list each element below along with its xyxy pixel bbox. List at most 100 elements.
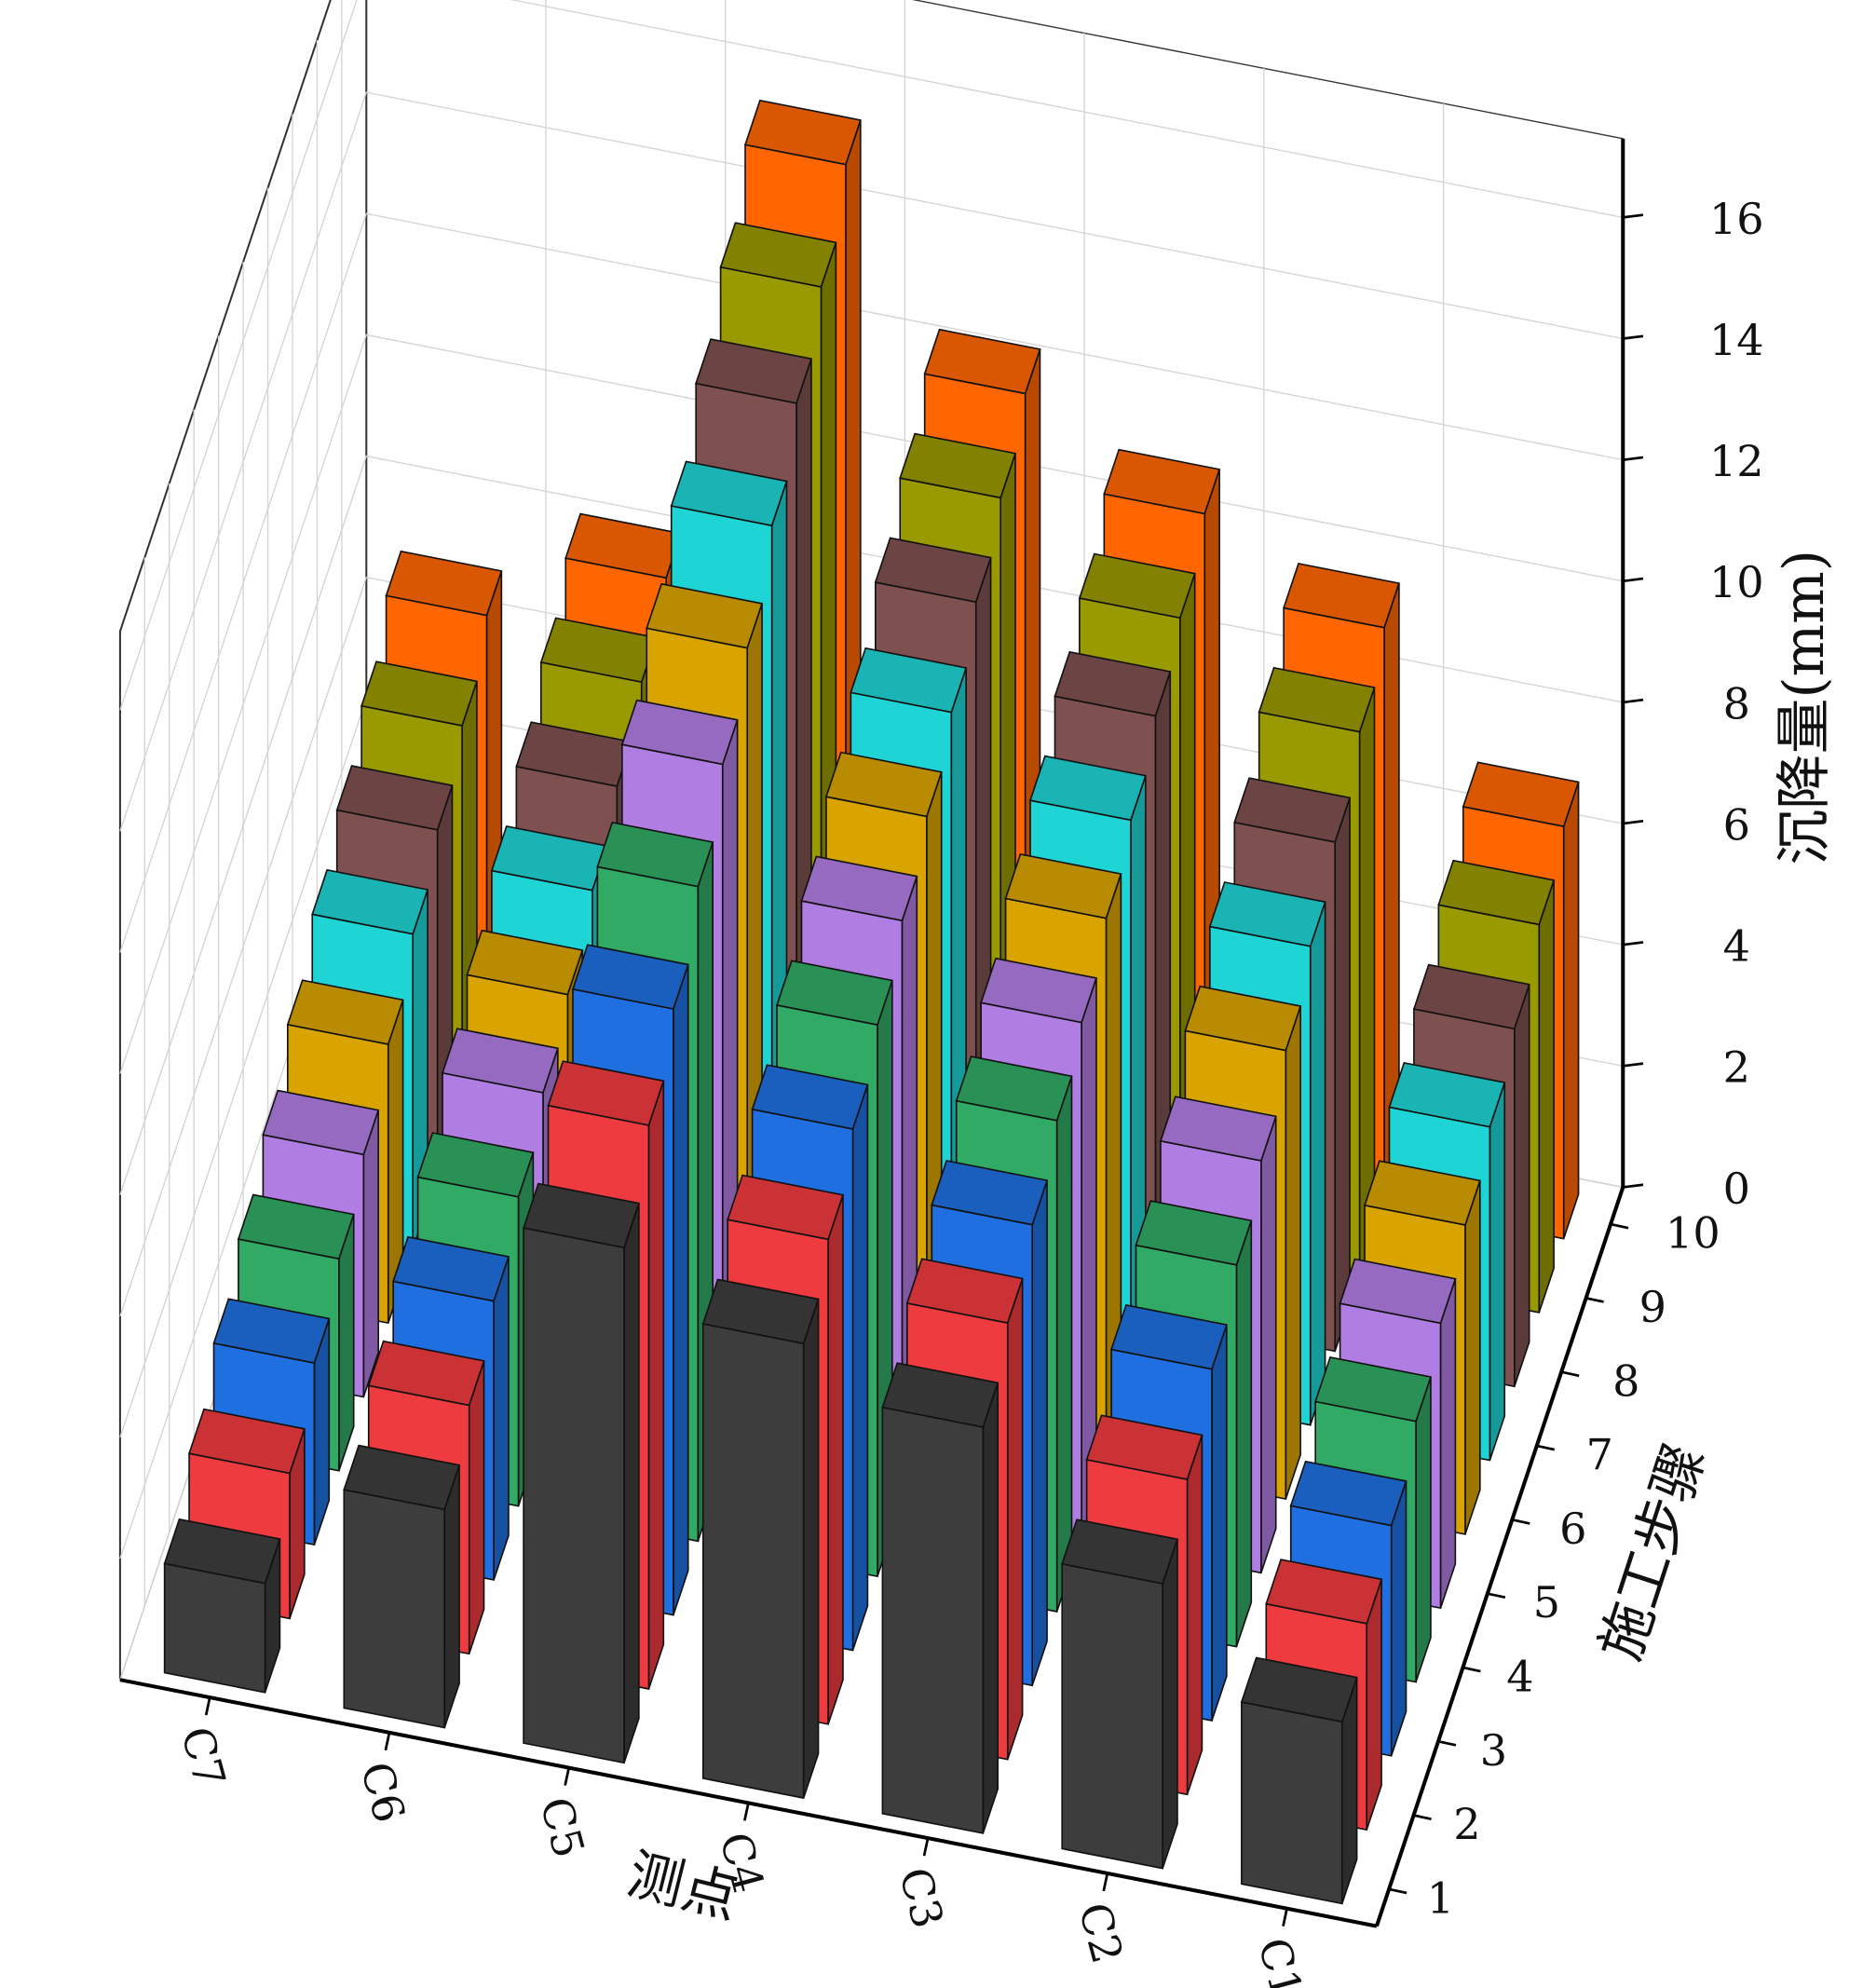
bar-right-face — [1260, 1116, 1277, 1573]
bar-top-face — [311, 868, 429, 935]
bar-top-face — [899, 432, 1017, 499]
bar-front-face — [701, 1323, 805, 1800]
bar-top-face — [1240, 1656, 1358, 1723]
bar-top-face — [874, 537, 992, 604]
bar-top-face — [466, 929, 584, 996]
y-tick — [1462, 1666, 1481, 1673]
bar-top-face — [1314, 1355, 1433, 1423]
y-tick — [1536, 1444, 1556, 1451]
bar-top-face — [701, 1278, 820, 1345]
bar-right-face — [851, 1084, 869, 1651]
z-tick-label: 2 — [1723, 1042, 1750, 1093]
bar-right-face — [468, 1360, 485, 1654]
y-tick-label: 5 — [1533, 1577, 1560, 1627]
x-tick-label: C5 — [530, 1791, 594, 1862]
bar-top-face — [719, 222, 837, 288]
x-tick-label: C2 — [1068, 1898, 1133, 1968]
bar-right-face — [1211, 1324, 1228, 1722]
z-tick — [1623, 698, 1644, 704]
bar-top-face — [824, 751, 943, 818]
bar-right-face — [1390, 1480, 1407, 1757]
bar-right-face — [1006, 1278, 1024, 1760]
y-tick-label: 2 — [1453, 1799, 1480, 1849]
bar-top-face — [360, 660, 478, 727]
y-tick — [1388, 1887, 1407, 1895]
bar-right-face — [673, 964, 689, 1615]
y-tick — [1487, 1592, 1506, 1600]
bar-top-face — [1289, 1460, 1407, 1527]
bar-top-face — [1028, 755, 1147, 822]
z-tick — [1623, 456, 1644, 462]
z-tick — [1623, 1062, 1644, 1068]
bar-right-face — [1489, 1082, 1506, 1461]
bar-front-face — [1241, 1701, 1343, 1905]
x-tick — [1102, 1872, 1109, 1892]
bar-top-face — [1233, 777, 1352, 843]
bars — [163, 99, 1580, 1905]
x-tick — [922, 1837, 930, 1857]
bar-top-face — [367, 1340, 485, 1407]
bar-top-face — [416, 1132, 535, 1198]
bar-top-face — [743, 99, 862, 166]
bar-right-face — [1309, 901, 1326, 1425]
bar-right-face — [1055, 1076, 1073, 1613]
y-tick-label: 4 — [1506, 1652, 1533, 1702]
bar-top-face — [905, 1258, 1024, 1324]
grid-line — [119, 212, 1624, 953]
bar-top-face — [800, 855, 918, 922]
bar-top-face — [751, 1064, 869, 1130]
bar-top-face — [955, 1055, 1073, 1122]
bar — [701, 1278, 820, 1800]
y-tick-label: 3 — [1480, 1725, 1507, 1776]
bar-top-face — [335, 765, 454, 831]
x-tick-label: C7 — [171, 1722, 236, 1792]
bar-right-face — [623, 1203, 640, 1763]
x-tick-label: C6 — [351, 1757, 415, 1828]
grid-line — [119, 0, 1624, 711]
bar-top-face — [385, 550, 503, 617]
y-tick — [1437, 1739, 1457, 1747]
z-tick — [1623, 1183, 1644, 1189]
bar-top-face — [923, 328, 1041, 395]
bar-right-face — [1464, 1180, 1481, 1535]
bar-top-face — [1363, 1160, 1481, 1226]
bar-top-face — [1078, 552, 1196, 620]
bar-top-face — [1283, 563, 1400, 629]
bar-top-face — [1109, 1303, 1228, 1370]
bar-front-face — [523, 1227, 625, 1764]
z-tick — [1623, 941, 1644, 946]
x-tick — [743, 1803, 750, 1821]
bar-top-face — [1258, 666, 1376, 733]
bar-top-face — [212, 1298, 331, 1364]
z-tick-label: 16 — [1709, 194, 1764, 244]
bar-top-face — [441, 1028, 559, 1094]
y-tick — [1512, 1518, 1530, 1525]
z-tick-label: 6 — [1723, 799, 1750, 850]
bar-top-face — [1208, 881, 1326, 947]
y-axis — [1374, 1186, 1625, 1927]
y-tick — [1585, 1297, 1604, 1303]
bar-top-face — [881, 1362, 999, 1428]
bar-top-face — [392, 1235, 510, 1302]
y-tick-label: 7 — [1586, 1430, 1613, 1480]
bar-right-face — [362, 1110, 379, 1397]
bar-right-face — [1439, 1278, 1457, 1609]
bar-top-face — [286, 979, 404, 1045]
x-tick — [204, 1696, 211, 1716]
bar — [1240, 1656, 1358, 1905]
bar-top-face — [670, 460, 788, 527]
bar — [881, 1362, 999, 1834]
bar-top-face — [1388, 1061, 1506, 1128]
z-axis-title: 沉降量(mm) — [1773, 550, 1837, 865]
bar-top-face — [1339, 1258, 1457, 1325]
bar-right-face — [1031, 1179, 1048, 1686]
bar-front-face — [163, 1562, 266, 1694]
z-tick — [1623, 819, 1644, 825]
bar-top-face — [163, 1518, 281, 1585]
bar-top-face — [695, 338, 812, 404]
bar-top-face — [523, 1182, 640, 1249]
bar-right-face — [647, 1081, 665, 1690]
y-tick — [1610, 1222, 1629, 1230]
bar-top-face — [1462, 761, 1580, 828]
